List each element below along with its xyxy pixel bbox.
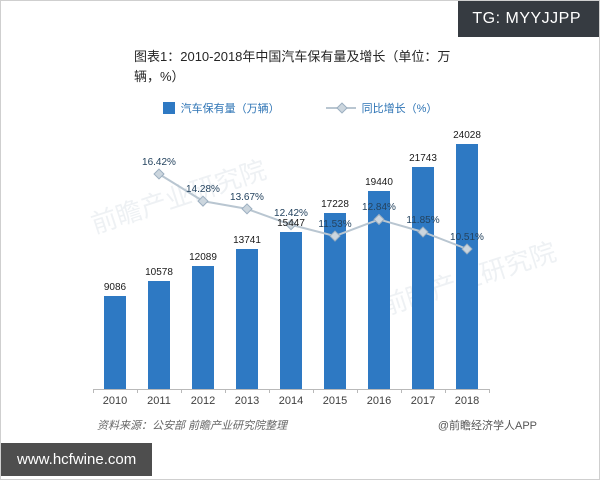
growth-line-chart [153,168,473,255]
legend-label-line: 同比增长（%） [361,103,438,115]
line-marker-icon [461,243,473,255]
bar-2014 [280,231,302,389]
footer: 资料来源：公安部 前瞻产业研究院整理 @前瞻经济学人APP [97,417,537,433]
axis-tick [181,389,182,393]
bar-2015 [324,213,346,389]
line-marker-icon [373,213,385,226]
line-marker-icon [197,195,209,207]
axis-tick [269,389,270,393]
bar-value-2012: 12089 [189,251,217,263]
x-tick-label-2014: 2014 [278,395,304,407]
x-tick-label-2010: 2010 [102,395,128,407]
bar-2013 [236,248,258,389]
legend-label-bar: 汽车保有量（万辆） [180,103,280,115]
bar-value-2011: 10578 [145,267,173,279]
axis-tick [489,389,490,393]
bar-value-2018: 24028 [453,130,481,141]
pct-value-2011: 16.42% [142,157,176,168]
axis-tick [313,389,314,393]
line-marker-icon [417,226,429,238]
source-note: 资料来源：公安部 前瞻产业研究院整理 [97,420,288,432]
pct-value-2015: 11.53% [318,219,352,231]
bar-value-2017: 21743 [409,153,437,165]
bar-value-2010: 9086 [103,282,127,294]
x-tick-label-2012: 2012 [190,395,216,407]
line-marker-icon [285,219,297,231]
legend: 汽车保有量（万辆） 同比增长（%） [1,100,599,116]
pct-value-2017: 11.85% [406,214,440,226]
x-tick-label-2018: 2018 [454,395,480,407]
x-tick-label-2017: 2017 [410,395,436,407]
bar-2011 [148,281,170,389]
chart-area: 前瞻产业研究院 前瞻产业研究院 908620101057820111208920… [87,129,559,407]
credit-note: @前瞻经济学人APP [437,420,537,432]
line-marker-icon [241,203,253,215]
bar-2010 [104,296,126,389]
x-tick-label-2011: 2011 [147,395,171,407]
line-marker-icon [153,168,165,180]
axis-tick [225,389,226,393]
line-marker-icon [329,230,341,242]
x-tick-label-2015: 2015 [322,395,348,407]
pct-value-2018: 10.51% [450,232,484,243]
bar-2016 [368,190,390,389]
bar-2012 [192,265,214,389]
bar-value-2014: 15447 [277,217,305,229]
axis-tick [445,389,446,393]
axis-tick [357,389,358,393]
pct-value-2016: 12.84% [362,202,396,214]
axis-tick [93,389,94,393]
pct-value-2014: 12.42% [274,207,308,219]
legend-item-bar: 汽车保有量（万辆） [162,100,280,116]
axis-tick [137,389,138,393]
bar-2017 [412,167,434,389]
growth-line [158,173,468,250]
bar-value-2013: 13741 [233,234,261,246]
tg-badge: TG: MYYJJPP [458,1,599,37]
bar-value-2015: 17228 [321,199,349,211]
site-badge: www.hcfwine.com [1,443,153,476]
x-tick-label-2013: 2013 [234,395,260,407]
pct-value-2012: 14.28% [186,184,220,196]
chart-title: 图表1：2010-2018年中国汽车保有量及增长（单位：万辆，%） [134,49,451,85]
bar-legend-swatch [162,102,175,114]
legend-item-line: 同比增长（%） [325,100,438,116]
bar-value-2016: 19440 [365,176,393,188]
axis-tick [401,389,402,393]
line-legend-swatch [325,103,356,113]
bar-2018 [456,144,478,389]
x-tick-label-2016: 2016 [366,395,392,407]
pct-value-2013: 13.67% [230,191,264,203]
